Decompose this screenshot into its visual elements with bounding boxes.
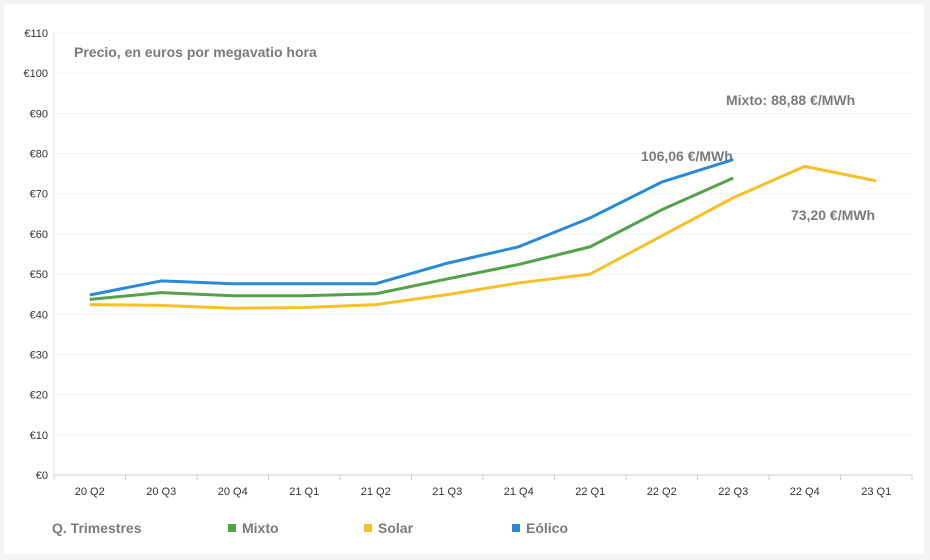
y-tick-label: €90	[30, 108, 48, 120]
y-tick-label: €80	[30, 149, 48, 161]
legend-swatch-mixto	[228, 524, 236, 532]
y-tick-label: €100	[24, 68, 48, 80]
y-tick-label: €50	[30, 269, 48, 281]
chart-frame: €0 €10 €20 €30 €40 €50 €60 €70 €80 €90 €100 €110 20 …	[4, 4, 924, 554]
series-line-eólico	[89, 158, 734, 297]
x-tick-label: 22 Q3	[718, 486, 748, 498]
series-line-mixto	[89, 176, 734, 301]
legend-label: Mixto	[242, 520, 279, 536]
legend-label: Eólico	[526, 520, 569, 536]
series-line-solar	[89, 164, 877, 310]
annotation-mixto: Mixto: 88,88 €/MWh	[726, 92, 855, 108]
chart-title: Precio, en euros por megavatio hora	[74, 44, 317, 60]
x-tick-label: 23 Q1	[861, 486, 891, 498]
x-tick-label: 21 Q2	[361, 486, 391, 498]
x-tick-label: 21 Q4	[504, 486, 534, 498]
x-tick-label: 22 Q4	[790, 486, 820, 498]
legend-item-solar: Solar	[364, 520, 413, 536]
x-axis-title: Q. Trimestres	[52, 520, 142, 536]
legend-swatch-solar	[364, 524, 372, 532]
y-tick-label: €0	[36, 470, 48, 482]
annotation-solar: 73,20 €/MWh	[791, 207, 875, 223]
y-tick-label: €10	[30, 430, 48, 442]
x-tick-label: 20 Q4	[218, 486, 248, 498]
x-tick-label: 22 Q2	[647, 486, 677, 498]
legend-label: Solar	[378, 520, 414, 536]
x-tick-label: 22 Q1	[575, 486, 605, 498]
y-tick-label: €60	[30, 229, 48, 241]
x-tick-label: 20 Q2	[75, 486, 105, 498]
x-axis-title-text: Q. Trimestres	[52, 520, 142, 536]
x-tick-label: 21 Q3	[432, 486, 462, 498]
x-tick-label: 21 Q1	[289, 486, 319, 498]
y-tick-label: €70	[30, 189, 48, 201]
legend-item-mixto: Mixto	[228, 520, 279, 536]
y-tick-label: €30	[30, 349, 48, 361]
y-tick-label: €110	[24, 28, 48, 40]
x-tick-label: 20 Q3	[146, 486, 176, 498]
legend-item-eolico: Eólico	[512, 520, 568, 536]
y-tick-label: €40	[30, 309, 48, 321]
line-chart: €0 €10 €20 €30 €40 €50 €60 €70 €80 €90 €100 €110 20 …	[24, 28, 913, 498]
annotation-eolico: 106,06 €/MWh	[641, 148, 733, 164]
y-tick-label: €20	[30, 390, 48, 402]
legend-swatch-eolico	[512, 524, 520, 532]
